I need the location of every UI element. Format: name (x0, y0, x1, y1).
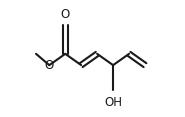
Text: OH: OH (104, 96, 122, 109)
Text: O: O (45, 59, 54, 72)
Text: O: O (61, 8, 70, 21)
